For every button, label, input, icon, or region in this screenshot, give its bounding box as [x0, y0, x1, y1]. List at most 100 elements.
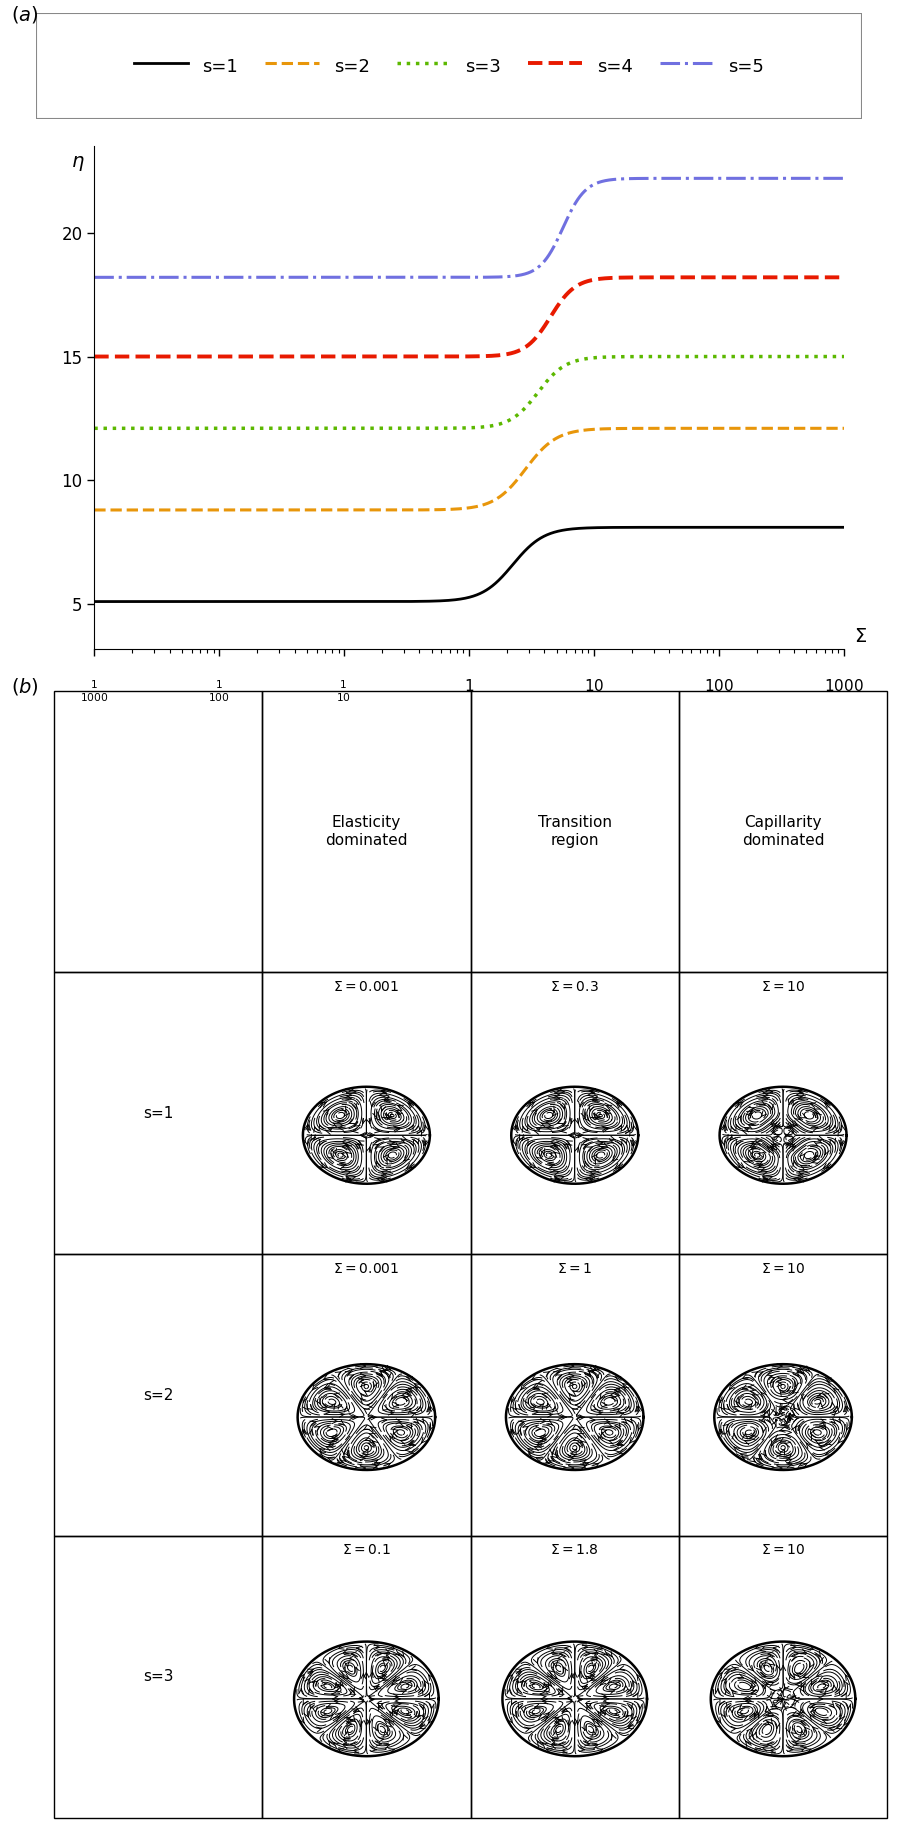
FancyArrowPatch shape	[741, 1454, 746, 1458]
FancyArrowPatch shape	[593, 1463, 599, 1469]
FancyArrowPatch shape	[597, 1644, 603, 1650]
FancyArrowPatch shape	[382, 1089, 387, 1093]
FancyArrowPatch shape	[332, 1697, 338, 1701]
FancyArrowPatch shape	[538, 1403, 543, 1410]
FancyArrowPatch shape	[794, 1674, 799, 1679]
FancyArrowPatch shape	[835, 1418, 841, 1423]
FancyArrowPatch shape	[766, 1655, 771, 1661]
FancyArrowPatch shape	[772, 1127, 778, 1133]
FancyArrowPatch shape	[511, 1396, 515, 1403]
FancyArrowPatch shape	[346, 1146, 352, 1149]
FancyArrowPatch shape	[546, 1120, 551, 1125]
FancyArrowPatch shape	[547, 1644, 552, 1650]
FancyArrowPatch shape	[806, 1748, 811, 1754]
FancyArrowPatch shape	[810, 1703, 815, 1708]
FancyArrowPatch shape	[551, 1745, 557, 1748]
FancyArrowPatch shape	[844, 1681, 849, 1686]
FancyArrowPatch shape	[559, 1686, 563, 1694]
FancyArrowPatch shape	[555, 1719, 560, 1723]
FancyArrowPatch shape	[383, 1655, 389, 1661]
FancyArrowPatch shape	[382, 1173, 387, 1178]
FancyArrowPatch shape	[572, 1672, 577, 1677]
FancyArrowPatch shape	[323, 1376, 330, 1379]
FancyArrowPatch shape	[797, 1368, 802, 1374]
FancyArrowPatch shape	[625, 1131, 630, 1136]
FancyArrowPatch shape	[518, 1421, 524, 1425]
FancyArrowPatch shape	[584, 1684, 589, 1688]
FancyArrowPatch shape	[342, 1140, 348, 1144]
FancyArrowPatch shape	[407, 1376, 412, 1381]
FancyArrowPatch shape	[367, 1719, 372, 1725]
FancyArrowPatch shape	[339, 1644, 344, 1650]
FancyArrowPatch shape	[790, 1692, 796, 1697]
FancyArrowPatch shape	[620, 1666, 625, 1670]
FancyArrowPatch shape	[375, 1114, 381, 1120]
FancyArrowPatch shape	[559, 1716, 564, 1721]
FancyArrowPatch shape	[742, 1716, 747, 1721]
FancyArrowPatch shape	[767, 1147, 773, 1153]
FancyArrowPatch shape	[366, 1118, 371, 1124]
FancyArrowPatch shape	[720, 1712, 726, 1717]
FancyArrowPatch shape	[401, 1392, 407, 1398]
FancyArrowPatch shape	[518, 1703, 523, 1708]
FancyArrowPatch shape	[804, 1367, 809, 1370]
FancyArrowPatch shape	[343, 1739, 349, 1745]
FancyArrowPatch shape	[559, 1089, 564, 1094]
FancyArrowPatch shape	[350, 1686, 355, 1694]
FancyArrowPatch shape	[577, 1442, 582, 1447]
FancyArrowPatch shape	[551, 1739, 558, 1745]
Text: $(a)$: $(a)$	[11, 4, 39, 24]
FancyArrowPatch shape	[544, 1683, 549, 1688]
FancyArrowPatch shape	[395, 1695, 401, 1701]
FancyArrowPatch shape	[588, 1367, 594, 1372]
FancyArrowPatch shape	[801, 1463, 807, 1469]
FancyArrowPatch shape	[835, 1688, 840, 1695]
FancyArrowPatch shape	[304, 1679, 310, 1684]
FancyArrowPatch shape	[795, 1425, 800, 1431]
FancyArrowPatch shape	[575, 1147, 579, 1153]
FancyArrowPatch shape	[783, 1144, 789, 1149]
FancyArrowPatch shape	[591, 1675, 596, 1681]
FancyArrowPatch shape	[393, 1403, 399, 1407]
FancyArrowPatch shape	[631, 1714, 637, 1719]
FancyArrowPatch shape	[780, 1664, 786, 1670]
FancyArrowPatch shape	[358, 1144, 364, 1149]
FancyArrowPatch shape	[768, 1652, 773, 1657]
FancyArrowPatch shape	[590, 1089, 595, 1093]
FancyArrowPatch shape	[767, 1717, 772, 1725]
FancyArrowPatch shape	[407, 1423, 411, 1429]
FancyArrowPatch shape	[357, 1646, 362, 1652]
FancyArrowPatch shape	[392, 1394, 397, 1399]
FancyArrowPatch shape	[398, 1105, 403, 1109]
FancyArrowPatch shape	[417, 1407, 422, 1412]
FancyArrowPatch shape	[774, 1144, 779, 1149]
FancyArrowPatch shape	[536, 1458, 541, 1462]
FancyArrowPatch shape	[512, 1712, 517, 1717]
FancyArrowPatch shape	[719, 1405, 725, 1410]
FancyArrowPatch shape	[825, 1451, 832, 1454]
FancyArrowPatch shape	[396, 1701, 401, 1706]
Text: $\frac{1}{10}$: $\frac{1}{10}$	[337, 678, 352, 703]
FancyArrowPatch shape	[735, 1125, 741, 1131]
FancyArrowPatch shape	[339, 1748, 344, 1754]
FancyArrowPatch shape	[547, 1672, 552, 1677]
FancyArrowPatch shape	[424, 1140, 428, 1146]
FancyArrowPatch shape	[303, 1396, 307, 1403]
FancyArrowPatch shape	[606, 1423, 612, 1427]
FancyArrowPatch shape	[790, 1405, 795, 1410]
FancyArrowPatch shape	[806, 1443, 812, 1449]
FancyArrowPatch shape	[638, 1425, 642, 1431]
FancyArrowPatch shape	[341, 1105, 346, 1113]
FancyArrowPatch shape	[754, 1714, 759, 1719]
FancyArrowPatch shape	[762, 1451, 766, 1456]
FancyArrowPatch shape	[617, 1140, 622, 1146]
FancyArrowPatch shape	[601, 1710, 607, 1716]
FancyArrowPatch shape	[730, 1135, 735, 1140]
FancyArrowPatch shape	[811, 1679, 816, 1684]
FancyArrowPatch shape	[718, 1429, 723, 1436]
FancyArrowPatch shape	[846, 1425, 850, 1431]
FancyArrowPatch shape	[824, 1149, 830, 1155]
FancyArrowPatch shape	[614, 1447, 620, 1452]
FancyArrowPatch shape	[333, 1124, 339, 1127]
FancyArrowPatch shape	[309, 1688, 313, 1694]
